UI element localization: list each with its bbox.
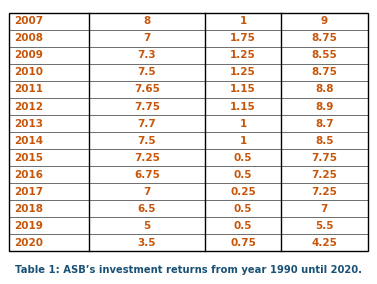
Text: 8.55: 8.55	[311, 50, 337, 60]
Text: 2007: 2007	[14, 16, 43, 26]
Text: 7: 7	[143, 187, 151, 197]
Text: 2016: 2016	[14, 170, 43, 180]
Text: 7: 7	[143, 33, 151, 43]
Text: 2010: 2010	[14, 67, 43, 78]
Text: 8.5: 8.5	[315, 135, 334, 146]
Text: 8.75: 8.75	[311, 67, 337, 78]
Text: 6.75: 6.75	[134, 170, 160, 180]
Text: 8.75: 8.75	[311, 33, 337, 43]
Text: 8: 8	[143, 16, 151, 26]
Text: 0.5: 0.5	[234, 153, 253, 163]
Text: 7: 7	[320, 204, 328, 214]
Text: 1.25: 1.25	[230, 67, 256, 78]
Text: 7.65: 7.65	[134, 84, 160, 95]
Text: 0.5: 0.5	[234, 221, 253, 231]
Text: 0.5: 0.5	[234, 170, 253, 180]
Text: 5: 5	[143, 221, 151, 231]
Text: 2019: 2019	[14, 221, 43, 231]
Text: 7.5: 7.5	[138, 135, 156, 146]
Text: 0.75: 0.75	[230, 238, 256, 248]
Text: 1.15: 1.15	[230, 101, 256, 112]
Text: 7.25: 7.25	[134, 153, 160, 163]
Text: 3.5: 3.5	[138, 238, 156, 248]
Text: 8.8: 8.8	[315, 84, 334, 95]
Text: 1.15: 1.15	[230, 84, 256, 95]
Text: 7.25: 7.25	[311, 170, 337, 180]
Text: 2009: 2009	[14, 50, 43, 60]
Text: 2012: 2012	[14, 101, 43, 112]
Text: 0.5: 0.5	[234, 204, 253, 214]
Text: 2020: 2020	[14, 238, 43, 248]
Text: 4.25: 4.25	[311, 238, 337, 248]
Text: 8.9: 8.9	[315, 101, 333, 112]
Text: 2014: 2014	[14, 135, 43, 146]
Text: 2008: 2008	[14, 33, 43, 43]
Text: 1.25: 1.25	[230, 50, 256, 60]
Text: 1: 1	[239, 135, 247, 146]
Text: 2015: 2015	[14, 153, 43, 163]
Text: 7.5: 7.5	[138, 67, 156, 78]
Bar	[9, 13, 368, 251]
Text: 7.75: 7.75	[311, 153, 337, 163]
Text: 9: 9	[321, 16, 328, 26]
Text: 2011: 2011	[14, 84, 43, 95]
Text: 2017: 2017	[14, 187, 43, 197]
Text: 1: 1	[239, 118, 247, 129]
Text: Table 1: ASB’s investment returns from year 1990 until 2020.: Table 1: ASB’s investment returns from y…	[15, 265, 362, 275]
Text: 7.75: 7.75	[134, 101, 160, 112]
Text: 6.5: 6.5	[138, 204, 156, 214]
Text: 7.3: 7.3	[138, 50, 156, 60]
Text: 5.5: 5.5	[315, 221, 334, 231]
Text: 7.25: 7.25	[311, 187, 337, 197]
Text: 1.75: 1.75	[230, 33, 256, 43]
Text: 2018: 2018	[14, 204, 43, 214]
Text: 1: 1	[239, 16, 247, 26]
Text: 7.7: 7.7	[138, 118, 156, 129]
Text: 8.7: 8.7	[315, 118, 334, 129]
Text: 0.25: 0.25	[230, 187, 256, 197]
Text: 2013: 2013	[14, 118, 43, 129]
